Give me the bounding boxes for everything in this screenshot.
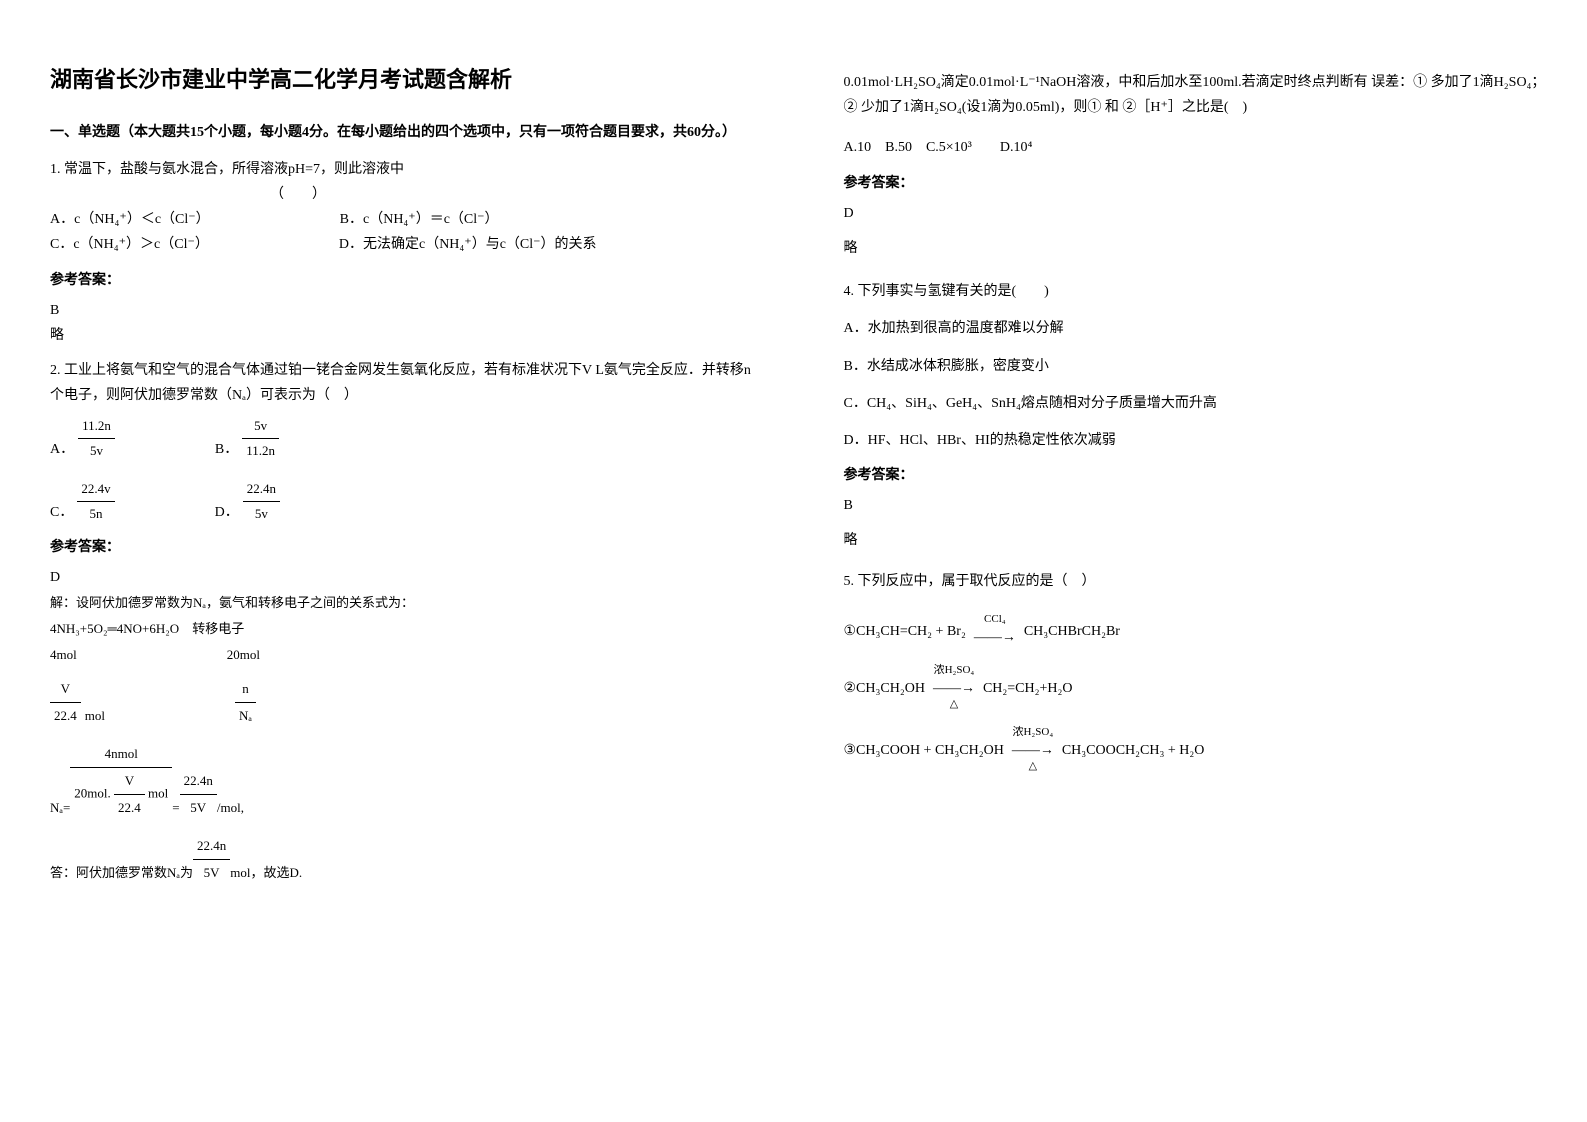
q2-calc-mid-pre: 20mol. xyxy=(74,786,110,801)
q2-optA-num: 11.2n xyxy=(78,414,115,438)
q2-final-end: ，故选D. xyxy=(250,860,302,886)
q2-final-tail: mol xyxy=(230,860,250,886)
q3-brief: 略 xyxy=(844,236,1548,261)
q1-optB: B．c（NH₄⁺）＝c（Cl⁻） xyxy=(340,207,499,232)
q5-r2-right: CH₂=CH₂+H₂O xyxy=(983,676,1073,701)
q2-calc-mid-num: V xyxy=(114,768,145,795)
q2-calc-right-den: 5V xyxy=(180,795,217,821)
q2-optC-den: 5n xyxy=(77,502,114,525)
q2-optB-den: 11.2n xyxy=(242,439,279,462)
q2-step1-tail: mol xyxy=(85,703,105,729)
q2-optA-label: A． xyxy=(50,437,74,462)
q2-optC: C． 22.4v 5n xyxy=(50,477,115,525)
q2-optB-num: 5v xyxy=(242,414,279,438)
q2-final-num: 22.4n xyxy=(193,833,230,860)
q5-r3-bot: △ xyxy=(1012,761,1054,772)
q2-step1-den: 22.4 xyxy=(50,703,81,729)
q2-optD: D． 22.4n 5v xyxy=(215,477,280,525)
q1-optD: D．无法确定c（NH₄⁺）与c（Cl⁻）的关系 xyxy=(339,232,597,257)
q2-optA-den: 5v xyxy=(78,439,115,462)
q2-calc-right-tail: /mol xyxy=(217,795,241,821)
q2-optD-den: 5v xyxy=(243,502,280,525)
q2-calc-mid-den: 22.4 xyxy=(114,795,145,821)
q5-r2-left: ②CH₃CH₂OH xyxy=(844,676,925,701)
q2-explain: 解：设阿伏加德罗常数为Nₐ，氨气和转移电子之间的关系式为： 4NH₃+5O₂═4… xyxy=(50,590,754,886)
q5-r2-bot: △ xyxy=(933,699,975,710)
q2-stem: 2. 工业上将氨气和空气的混合气体通过铂一铑合金网发生氨氧化反应，若有标准状况下… xyxy=(50,358,754,408)
q5-r3-left: ③CH₃COOH + CH₃CH₂OH xyxy=(844,738,1004,763)
q2-step1-num: V xyxy=(50,676,81,703)
q2-optC-num: 22.4v xyxy=(77,477,114,501)
q2-final-den: 5V xyxy=(193,860,230,886)
q2-optD-num: 22.4n xyxy=(243,477,280,501)
q2-explain2: 4NH₃+5O₂═4NO+6H₂O 转移电子 xyxy=(50,616,754,642)
q4-optA: A．水加热到很高的温度都难以分解 xyxy=(844,316,1548,341)
arrow-icon: ——→ xyxy=(974,625,1016,650)
q2-step2-den: Nₐ xyxy=(235,703,256,729)
q1-answer: B xyxy=(50,298,754,323)
question-1: 1. 常温下，盐酸与氨水混合，所得溶液pH=7，则此溶液中 （ ） A．c（NH… xyxy=(50,157,754,258)
q2-optD-label: D． xyxy=(215,500,239,525)
left-column: 湖南省长沙市建业中学高二化学月考试题含解析 一、单选题（本大题共15个小题，每小… xyxy=(0,0,794,1122)
q2-explain3a: 4mol xyxy=(50,642,77,668)
q5-r2-top: 浓H₂SO₄ xyxy=(933,665,975,676)
question-5: 5. 下列反应中，属于取代反应的是（ ） ①CH₃CH=CH₂ + Br₂ CC… xyxy=(844,569,1548,775)
q2-explain3b: 20mol xyxy=(227,642,260,668)
q4-stem: 4. 下列事实与氢键有关的是( ) xyxy=(844,279,1548,304)
page-title: 湖南省长沙市建业中学高二化学月考试题含解析 xyxy=(50,60,754,100)
q2-answer: D xyxy=(50,565,754,590)
q4-optC: C．CH₄、SiH₄、GeH₄、SnH₄熔点随相对分子质量增大而升高 xyxy=(844,391,1548,416)
q2-optB-label: B． xyxy=(215,437,238,462)
q3-answer-label: 参考答案： xyxy=(844,171,1548,196)
q3-line1: 0.01mol·LH₂SO₄滴定0.01mol·L⁻¹NaOH溶液，中和后加水至… xyxy=(844,70,1548,120)
question-2: 2. 工业上将氨气和空气的混合气体通过铂一铑合金网发生氨氧化反应，若有标准状况下… xyxy=(50,358,754,525)
q5-r1-left: ①CH₃CH=CH₂ + Br₂ xyxy=(844,619,966,644)
q3-opts: A.10 B.50 C.5×10³ D.10⁴ xyxy=(844,135,1548,160)
q3-answer: D xyxy=(844,201,1548,226)
q4-optB: B．水结成冰体积膨胀，密度变小 xyxy=(844,354,1548,379)
q5-r3: ③CH₃COOH + CH₃CH₂OH 浓H₂SO₄ ——→ △ CH₃COOC… xyxy=(844,727,1548,774)
question-4: 4. 下列事实与氢键有关的是( ) A．水加热到很高的温度都难以分解 B．水结成… xyxy=(844,279,1548,453)
q1-paren: （ ） xyxy=(50,182,754,207)
q2-optA: A． 11.2n 5v xyxy=(50,414,115,462)
q1-stem: 1. 常温下，盐酸与氨水混合，所得溶液pH=7，则此溶液中 xyxy=(50,157,754,182)
q2-optC-label: C． xyxy=(50,500,73,525)
q4-optD: D．HF、HCl、HBr、HI的热稳定性依次减弱 xyxy=(844,428,1548,453)
q2-calc-right-num: 22.4n xyxy=(180,768,217,795)
q2-calc-top: 4nmol xyxy=(105,746,138,761)
q1-brief: 略 xyxy=(50,323,754,348)
q5-r1-right: CH₃CHBrCH₂Br xyxy=(1024,619,1120,644)
q2-final-pre: 答：阿伏加德罗常数Nₐ为 xyxy=(50,860,193,886)
q5-r3-right: CH₃COOCH₂CH₃ + H₂O xyxy=(1062,738,1205,763)
q5-stem: 5. 下列反应中，属于取代反应的是（ ） xyxy=(844,569,1548,594)
q2-optB: B． 5v 11.2n xyxy=(215,414,279,462)
q2-step2-num: n xyxy=(235,676,256,703)
q2-calc-label: Nₐ= xyxy=(50,795,70,821)
q5-r1-top: CCl₄ xyxy=(974,614,1016,625)
q2-explain1: 解：设阿伏加德罗常数为Nₐ，氨气和转移电子之间的关系式为： xyxy=(50,590,754,616)
q4-answer-label: 参考答案： xyxy=(844,463,1548,488)
q1-optA: A．c（NH₄⁺）＜c（Cl⁻） xyxy=(50,207,210,232)
q5-r2: ②CH₃CH₂OH 浓H₂SO₄ ——→ △ CH₂=CH₂+H₂O xyxy=(844,665,1548,712)
q2-calc-mid-tail: mol xyxy=(148,786,168,801)
section-header: 一、单选题（本大题共15个小题，每小题4分。在每小题给出的四个选项中，只有一项符… xyxy=(50,120,754,145)
q5-r3-top: 浓H₂SO₄ xyxy=(1012,727,1054,738)
q5-r1: ①CH₃CH=CH₂ + Br₂ CCl₄ ——→ CH₃CHBrCH₂Br xyxy=(844,614,1548,650)
q4-brief: 略 xyxy=(844,528,1548,553)
q2-answer-label: 参考答案： xyxy=(50,535,754,560)
q1-optC: C．c（NH₄⁺）＞c（Cl⁻） xyxy=(50,232,209,257)
question-3: 0.01mol·LH₂SO₄滴定0.01mol·L⁻¹NaOH溶液，中和后加水至… xyxy=(844,70,1548,161)
right-column: 0.01mol·LH₂SO₄滴定0.01mol·L⁻¹NaOH溶液，中和后加水至… xyxy=(794,0,1587,1122)
q4-answer: B xyxy=(844,493,1548,518)
q1-answer-label: 参考答案： xyxy=(50,268,754,293)
q2-calc-eq: = xyxy=(172,795,179,821)
